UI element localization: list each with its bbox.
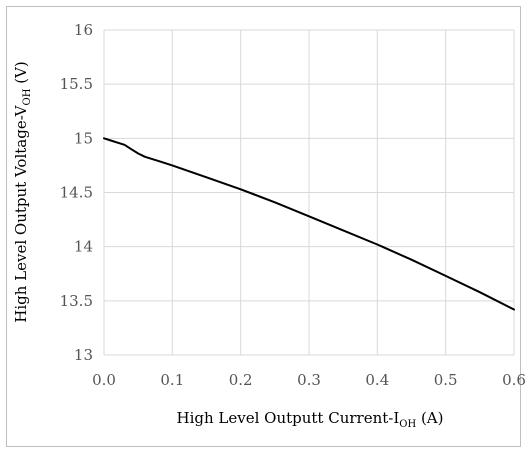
y-tick-label: 14.5 (60, 184, 93, 202)
x-axis-title-main: High Level Outputt Current-I (176, 409, 399, 427)
y-tick-label: 14 (74, 238, 93, 256)
y-tick-label: 13 (74, 346, 93, 364)
x-tick-label: 0.3 (297, 371, 321, 389)
x-tick-label: 0.1 (160, 371, 184, 389)
y-tick-label: 15 (74, 129, 93, 147)
x-tick-label: 0.0 (92, 371, 116, 389)
y-tick-label: 16 (74, 21, 93, 39)
chart-frame (6, 6, 521, 447)
y-axis-title-main: High Level Output Voltage-V (12, 104, 30, 322)
y-axis-title: High Level Output Voltage-VOH (V) (12, 61, 33, 323)
y-axis-title-subscript: OH (22, 88, 33, 105)
x-axis-title-subscript: OH (399, 419, 416, 430)
series-layer (103, 137, 515, 311)
y-tick-label: 15.5 (60, 75, 93, 93)
x-tick-label: 0.2 (229, 371, 253, 389)
y-tick-labels: 13 13.5 14 14.5 15 15.5 16 (60, 21, 93, 364)
grid-layer (103, 29, 515, 356)
series-line (103, 137, 515, 311)
y-tick-label: 13.5 (60, 292, 93, 310)
x-tick-label: 0.4 (365, 371, 389, 389)
x-tick-label: 0.6 (502, 371, 526, 389)
x-tick-labels: 0.0 0.1 0.2 0.3 0.4 0.5 0.6 (92, 371, 526, 389)
y-axis-title-unit: (V) (12, 61, 30, 88)
x-tick-label: 0.5 (434, 371, 458, 389)
x-axis-title-unit: (A) (416, 409, 443, 427)
x-axis-title: High Level Outputt Current-IOH (A) (176, 409, 443, 430)
